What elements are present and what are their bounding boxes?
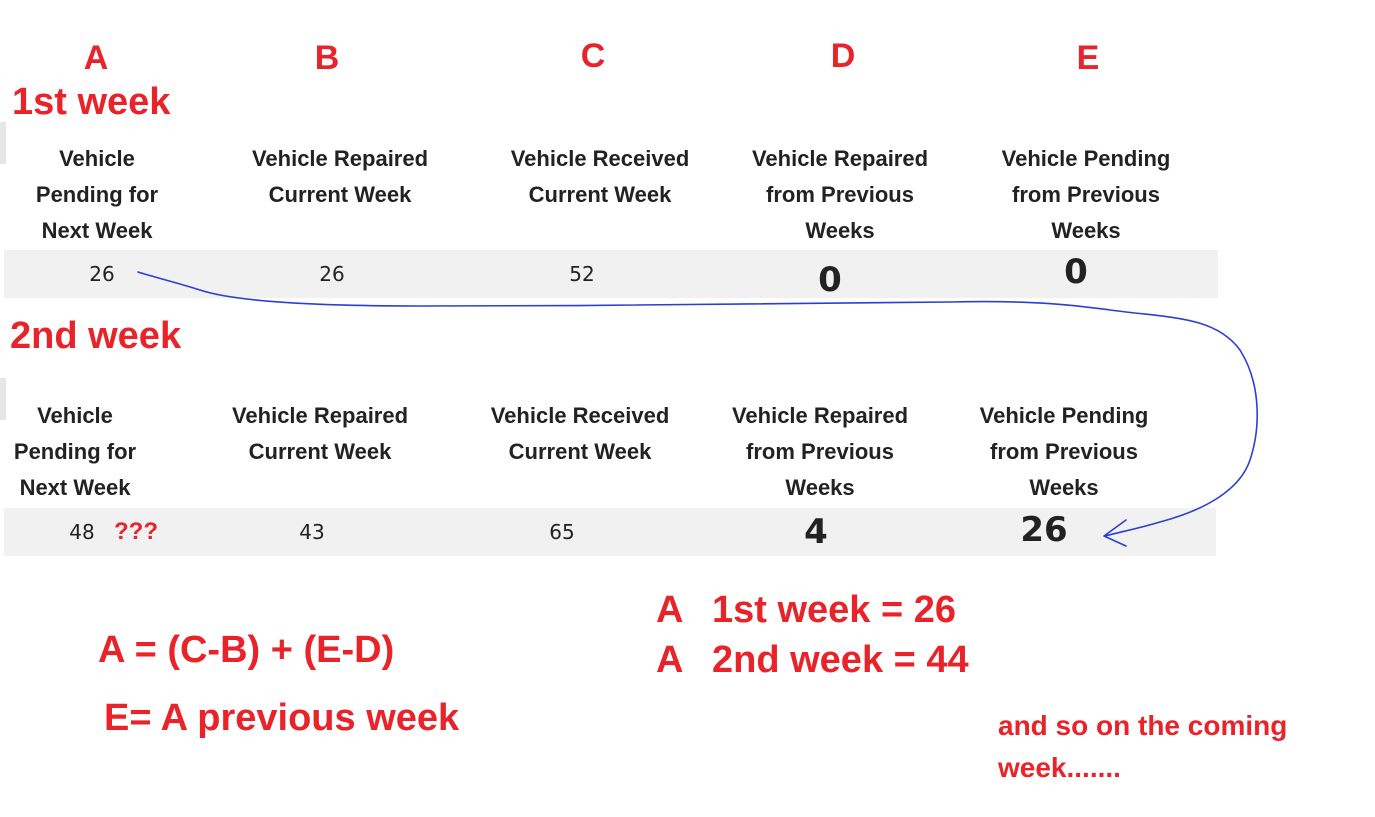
- week1-value-e: 0: [1064, 252, 1088, 292]
- week1-value-c: 52: [569, 262, 595, 286]
- week2-header-a: Vehicle Pending for Next Week: [13, 403, 137, 500]
- week1-title: 1st week: [12, 81, 171, 123]
- result-week2: 2nd week = 44: [712, 639, 969, 681]
- column-letter-e: E: [1076, 39, 1100, 77]
- week1-header-b: Vehicle Repaired Current Week: [251, 146, 429, 207]
- formula-e: E= A previous week: [104, 697, 460, 739]
- week2-value-b: 43: [299, 520, 325, 544]
- result-label-1: A: [656, 589, 684, 631]
- week1-header-d: Vehicle Repaired from Previous Weeks: [751, 146, 929, 243]
- week1-value-d: 0: [818, 260, 842, 300]
- week1-value-b: 26: [319, 262, 345, 286]
- week2-header-c: Vehicle Received Current Week: [490, 403, 670, 464]
- column-letter-a: A: [83, 39, 109, 77]
- week2-value-c: 65: [549, 520, 575, 544]
- week2-value-e: 26: [1020, 510, 1068, 550]
- week2-title: 2nd week: [10, 315, 182, 357]
- continuation-note: and so on the coming week.......: [998, 710, 1288, 783]
- left-edge-marker: [0, 378, 6, 420]
- week2-header-b: Vehicle Repaired Current Week: [231, 403, 409, 464]
- week1-values-row: [4, 250, 1218, 298]
- column-letter-b: B: [314, 39, 340, 77]
- week2-values-row: [4, 508, 1216, 556]
- week2-header-e: Vehicle Pending from Previous Weeks: [979, 403, 1149, 500]
- week1-value-a: 26: [89, 262, 115, 286]
- week2-value-d: 4: [804, 512, 828, 552]
- week2-header-d: Vehicle Repaired from Previous Weeks: [731, 403, 909, 500]
- formula-a: A = (C-B) + (E-D): [98, 629, 395, 671]
- week1-header-c: Vehicle Received Current Week: [510, 146, 690, 207]
- week1-header-a: Vehicle Pending for Next Week: [35, 146, 159, 243]
- week2-question-marks: ???: [114, 518, 158, 545]
- week2-value-a: 48: [69, 520, 95, 544]
- result-label-2: A: [656, 639, 684, 681]
- week1-header-e: Vehicle Pending from Previous Weeks: [1001, 146, 1171, 243]
- result-week1: 1st week = 26: [712, 589, 957, 631]
- left-edge-marker: [0, 122, 6, 164]
- column-letter-c: C: [580, 37, 606, 75]
- column-letter-d: D: [830, 37, 856, 75]
